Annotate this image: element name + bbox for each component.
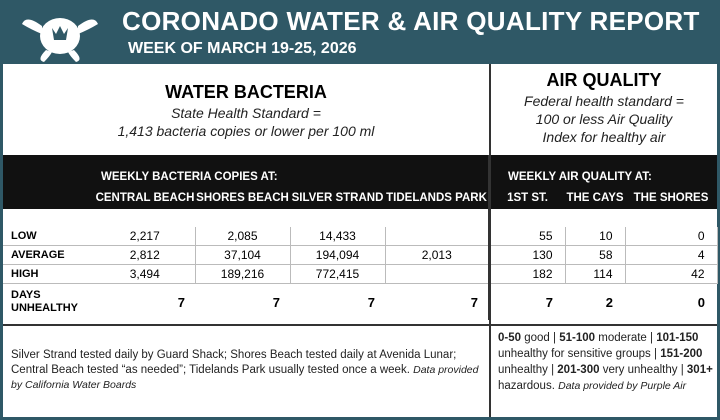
scale-range: 201-300 xyxy=(557,364,600,376)
air-group-label: WEEKLY AIR QUALITY AT: xyxy=(488,155,718,187)
water-column: CENTRAL BEACH xyxy=(95,187,195,209)
footnotes: Silver Strand tested daily by Guard Shac… xyxy=(3,324,717,419)
row-label: HIGH xyxy=(3,264,95,284)
air-column: THE CAYS xyxy=(565,187,626,209)
column-header-row: CENTRAL BEACH SHORES BEACH SILVER STRAND TI… xyxy=(3,187,718,209)
standard-line: 100 or less Air Quality xyxy=(535,111,673,127)
data-row: HIGH 3,494 189,216 772,415 182 114 42 xyxy=(3,264,718,284)
water-value: 14,433 xyxy=(290,227,386,246)
panel: WATER BACTERIA State Health Standard = 1,… xyxy=(3,64,718,419)
water-value: 2,812 xyxy=(95,245,196,265)
scale-range: 301+ xyxy=(686,364,713,376)
scale-separator: | xyxy=(680,364,684,376)
water-value: 7 xyxy=(272,294,280,310)
water-value: 2,013 xyxy=(385,245,490,265)
data-row: AVERAGE 2,812 37,104 194,094 2,013 130 58 4 xyxy=(3,245,718,265)
water-value: 7 xyxy=(367,294,375,310)
water-value: 7 xyxy=(177,294,185,310)
data-row: DAYS UNHEALTHY 7 7 7 7 7 2 0 xyxy=(3,283,717,320)
air-value: 7 xyxy=(488,283,566,320)
scale-separator: | xyxy=(553,332,557,344)
water-value: 2,217 xyxy=(95,227,196,246)
air-standard: Federal health standard = 100 or less Air… xyxy=(491,92,717,146)
air-column: THE SHORES xyxy=(625,187,718,209)
air-value: 55 xyxy=(488,227,566,246)
water-value: 772,415 xyxy=(290,264,386,284)
water-value: 7 xyxy=(470,294,479,310)
scale-separator: | xyxy=(650,332,654,344)
standard-line: Federal health standard = xyxy=(524,93,684,109)
scale-label: moderate xyxy=(598,332,647,344)
water-value: 189,216 xyxy=(195,264,291,284)
standard-line: Index for healthy air xyxy=(542,129,666,145)
water-source: Data provided by California Water Boards xyxy=(11,364,479,391)
data-row: LOW 2,217 2,085 14,433 55 10 0 xyxy=(3,227,718,246)
air-value: 130 xyxy=(488,245,566,265)
water-value: 2,085 xyxy=(195,227,291,246)
spacer-row xyxy=(3,209,718,227)
air-value: 58 xyxy=(565,245,626,265)
spacer xyxy=(488,209,718,227)
water-group-label: WEEKLY BACTERIA COPIES AT: xyxy=(95,155,490,187)
group-header-row: WEEKLY BACTERIA COPIES AT: WEEKLY AIR QUA… xyxy=(3,155,718,187)
water-note-text: Silver Strand tested daily by Guard Shac… xyxy=(11,349,457,376)
scale-label: unhealthy for sensitive groups xyxy=(498,348,651,360)
water-value: 37,104 xyxy=(195,245,291,265)
scale-label: very unhealthy xyxy=(602,364,678,376)
spacer xyxy=(3,209,489,227)
scale-separator: | xyxy=(654,348,657,360)
scale-range: 0-50 xyxy=(498,332,522,344)
air-source: Data provided by Purple Air xyxy=(558,380,687,392)
water-title: WATER BACTERIA xyxy=(165,82,327,102)
water-value: 194,094 xyxy=(290,245,386,265)
air-column: 1ST ST. xyxy=(488,187,566,209)
report-title: CORONADO WATER & AIR QUALITY REPORT xyxy=(122,6,700,36)
scale-range: 101-150 xyxy=(656,332,699,344)
air-value: 0 xyxy=(625,227,718,246)
report-subtitle: WEEK OF MARCH 19-25, 2026 xyxy=(128,40,357,57)
scale-range: 51-100 xyxy=(559,332,596,344)
data-table: WEEKLY BACTERIA COPIES AT: WEEKLY AIR QUA… xyxy=(3,155,718,320)
air-value: 2 xyxy=(605,294,614,310)
air-value: 42 xyxy=(625,264,718,284)
row-label: AVERAGE xyxy=(3,245,95,265)
air-value: 4 xyxy=(625,245,718,265)
air-title: AIR QUALITY xyxy=(546,70,662,90)
water-standard: State Health Standard = 1,413 bacteria co… xyxy=(3,104,489,140)
row-label: DAYS UNHEALTHY xyxy=(11,289,79,314)
scale-separator: | xyxy=(551,364,555,376)
water-note: Silver Strand tested daily by Guard Shac… xyxy=(11,348,481,393)
air-scale: 0-50 good | 51-100 moderate | 101-150 un… xyxy=(498,330,713,394)
air-value: 10 xyxy=(565,227,626,246)
water-value xyxy=(385,227,490,246)
row-label: LOW xyxy=(3,227,95,246)
header-blank xyxy=(3,187,95,209)
water-value xyxy=(385,264,490,284)
water-column: SHORES BEACH xyxy=(195,187,290,209)
standard-line: State Health Standard = xyxy=(171,105,321,121)
water-column: SILVER STRAND xyxy=(290,187,385,209)
turtle-logo xyxy=(22,18,98,62)
scale-range: 151-200 xyxy=(660,348,703,360)
air-value: 0 xyxy=(697,294,706,310)
scale-label: good xyxy=(524,332,550,344)
air-value: 182 xyxy=(488,264,566,284)
air-value: 114 xyxy=(565,264,626,284)
standard-line: 1,413 bacteria copies or lower per 100 m… xyxy=(117,123,375,139)
scale-label: unhealthy xyxy=(498,364,548,376)
section-divider xyxy=(489,64,491,417)
header-blank xyxy=(3,155,95,187)
water-column: TIDELANDS PARK xyxy=(385,187,490,209)
water-value: 3,494 xyxy=(95,264,196,284)
scale-label: hazardous. xyxy=(498,380,555,392)
